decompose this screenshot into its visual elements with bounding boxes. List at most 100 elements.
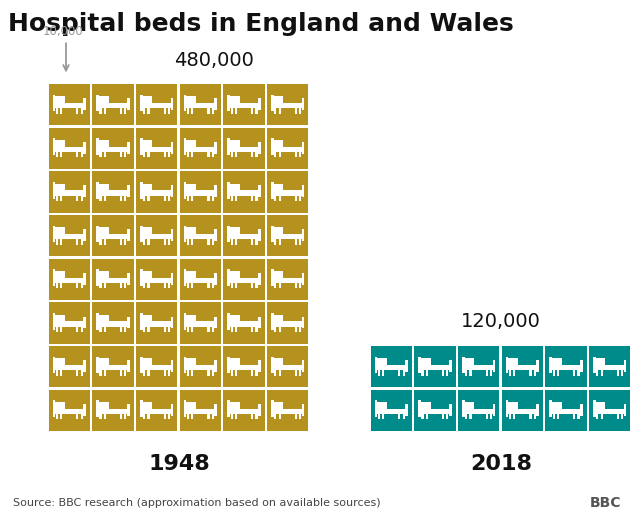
Bar xyxy=(449,360,452,372)
Bar xyxy=(378,414,380,419)
Bar xyxy=(164,283,166,288)
Bar xyxy=(271,95,274,111)
Bar xyxy=(227,357,230,373)
Bar xyxy=(207,240,209,245)
Bar xyxy=(557,370,559,376)
Bar xyxy=(185,190,216,196)
Bar xyxy=(54,146,84,152)
Bar xyxy=(552,358,562,365)
Bar xyxy=(187,327,189,332)
Bar xyxy=(509,414,511,419)
Bar xyxy=(83,360,86,372)
Bar xyxy=(212,327,214,332)
Bar xyxy=(52,95,55,111)
Bar xyxy=(230,402,240,409)
Bar xyxy=(278,370,281,376)
Bar xyxy=(230,358,240,365)
Bar xyxy=(127,98,130,110)
Bar xyxy=(405,360,408,372)
Bar xyxy=(251,240,253,245)
Bar xyxy=(255,327,257,332)
Bar xyxy=(529,370,532,376)
Bar xyxy=(617,414,619,419)
Bar xyxy=(55,184,65,190)
FancyBboxPatch shape xyxy=(92,215,134,256)
Bar xyxy=(81,152,83,157)
Bar xyxy=(207,108,209,113)
Bar xyxy=(275,152,276,157)
FancyBboxPatch shape xyxy=(49,302,90,344)
FancyBboxPatch shape xyxy=(267,172,308,213)
Bar xyxy=(56,370,58,376)
Bar xyxy=(274,402,284,409)
Bar xyxy=(214,186,217,197)
Bar xyxy=(168,196,170,201)
Bar xyxy=(83,404,86,416)
Bar xyxy=(127,273,130,285)
Bar xyxy=(99,140,109,146)
Bar xyxy=(99,196,102,201)
Bar xyxy=(99,315,109,321)
Bar xyxy=(96,138,99,155)
Bar xyxy=(164,152,166,157)
Bar xyxy=(147,327,150,332)
Bar xyxy=(171,98,173,110)
FancyBboxPatch shape xyxy=(92,390,134,431)
Bar xyxy=(56,240,58,245)
Bar xyxy=(299,196,301,201)
Bar xyxy=(421,402,431,409)
Bar xyxy=(143,184,152,190)
Bar xyxy=(212,108,214,113)
Bar xyxy=(96,182,99,199)
Bar xyxy=(552,414,555,419)
Bar xyxy=(595,365,625,370)
Bar xyxy=(377,402,387,409)
Bar xyxy=(124,283,127,288)
Bar xyxy=(168,240,170,245)
FancyBboxPatch shape xyxy=(180,390,221,431)
Bar xyxy=(104,327,106,332)
Bar xyxy=(442,414,444,419)
Bar xyxy=(235,152,237,157)
Bar xyxy=(191,327,193,332)
FancyBboxPatch shape xyxy=(223,302,265,344)
Bar xyxy=(228,234,259,240)
Bar xyxy=(506,357,508,373)
Bar xyxy=(271,313,274,329)
Bar xyxy=(185,409,216,414)
Bar xyxy=(551,409,581,414)
Bar xyxy=(98,190,128,196)
Bar xyxy=(227,269,230,286)
Bar xyxy=(596,370,598,376)
Bar xyxy=(60,196,62,201)
Bar xyxy=(124,370,127,376)
Bar xyxy=(228,365,259,370)
Bar xyxy=(120,327,122,332)
Bar xyxy=(168,327,170,332)
Bar xyxy=(98,409,128,414)
Bar xyxy=(124,108,127,113)
Bar xyxy=(164,108,166,113)
FancyBboxPatch shape xyxy=(589,346,630,388)
Bar xyxy=(76,196,79,201)
Bar xyxy=(55,96,65,103)
Bar xyxy=(212,283,214,288)
FancyBboxPatch shape xyxy=(136,390,177,431)
Bar xyxy=(98,365,128,370)
Bar xyxy=(186,228,196,234)
Bar xyxy=(462,401,465,417)
Bar xyxy=(52,357,55,373)
Bar xyxy=(104,108,106,113)
Bar xyxy=(299,283,301,288)
Bar xyxy=(273,146,303,152)
Bar xyxy=(184,313,186,329)
FancyBboxPatch shape xyxy=(49,128,90,169)
Bar xyxy=(55,228,65,234)
Bar xyxy=(184,357,186,373)
FancyBboxPatch shape xyxy=(223,215,265,256)
Bar xyxy=(490,370,492,376)
Bar xyxy=(230,196,233,201)
Bar xyxy=(258,273,260,285)
Bar xyxy=(54,365,84,370)
Bar xyxy=(140,269,143,286)
